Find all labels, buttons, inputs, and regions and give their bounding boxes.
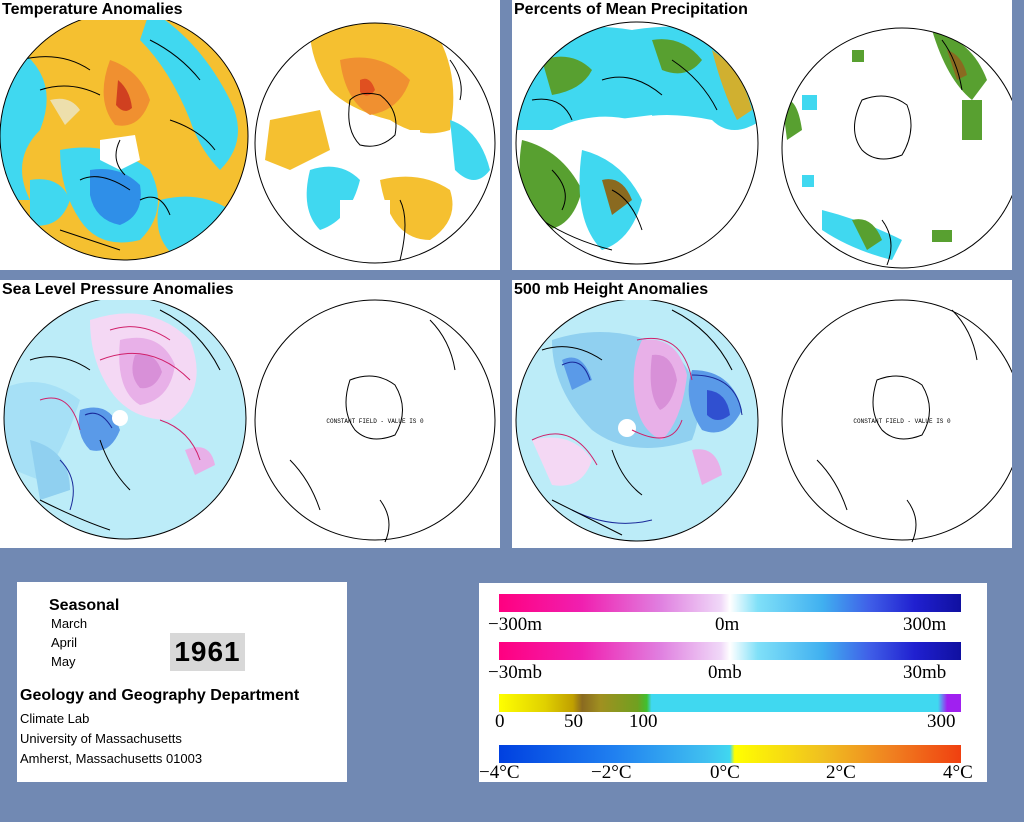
temperature-panel: Temperature Anomalies [0, 0, 500, 270]
precip-label-0: 0 [495, 711, 505, 732]
slp-panel: Sea Level Pressure Anomalies CONSTANT FI… [0, 280, 500, 548]
height500-sh-map: CONSTANT FIELD - VALUE IS 0 [781, 299, 1012, 543]
height500-title: 500 mb Height Anomalies [512, 280, 712, 300]
height-colorbar [499, 594, 961, 612]
height500-panel: 500 mb Height Anomalies CONSTANT FIELD -… [512, 280, 1012, 548]
university-name: University of Massachusetts [20, 731, 182, 746]
precip-label-100: 100 [629, 711, 658, 732]
pressure-label-max: 30mb [903, 662, 947, 683]
slp-title: Sea Level Pressure Anomalies [0, 280, 237, 300]
department-name: Geology and Geography Department [20, 687, 300, 704]
period-label: Seasonal [49, 597, 120, 614]
temp-label-4: 4°C [943, 762, 973, 783]
temperature-title: Temperature Anomalies [0, 0, 186, 20]
precip-label-50: 50 [564, 711, 583, 732]
slp-constant-field-note: CONSTANT FIELD - VALUE IS 0 [326, 418, 424, 425]
month-april: April [51, 635, 78, 650]
pressure-colorbar [499, 642, 961, 660]
precipitation-title: Percents of Mean Precipitation [512, 0, 751, 20]
year-badge: 1961 [170, 633, 245, 671]
height-label-mid: 0m [715, 614, 740, 635]
temperature-nh-map [0, 11, 249, 261]
height500-constant-field-note: CONSTANT FIELD - VALUE IS 0 [853, 418, 951, 425]
temperature-sh-map [254, 22, 496, 264]
pressure-label-min: −30mb [488, 662, 542, 683]
precip-colorbar [499, 694, 961, 712]
precip-label-300: 300 [927, 711, 956, 732]
month-march: March [51, 616, 88, 631]
address: Amherst, Massachusetts 01003 [20, 751, 203, 766]
height-label-min: −300m [488, 614, 542, 635]
temp-label-0: 0°C [710, 762, 740, 783]
temp-colorbar [499, 745, 961, 763]
legend-box: −300m 0m 300m −30mb 0mb 30mb 0 50 100 30… [479, 583, 987, 782]
precipitation-panel: Percents of Mean Precipitation [512, 0, 1012, 270]
month-may: May [51, 654, 76, 669]
info-box: Seasonal March April May 1961 Geology an… [17, 582, 347, 782]
pressure-label-mid: 0mb [708, 662, 742, 683]
slp-sh-map: CONSTANT FIELD - VALUE IS 0 [254, 299, 496, 543]
height500-nh-map [515, 298, 759, 542]
temp-label-2: 2°C [826, 762, 856, 783]
lab-name: Climate Lab [20, 711, 90, 726]
precipitation-sh-map [781, 27, 1012, 269]
temp-label-minus4: −4°C [479, 762, 520, 783]
height-label-max: 300m [903, 614, 947, 635]
precipitation-nh-map [515, 21, 759, 265]
temp-label-minus2: −2°C [591, 762, 632, 783]
slp-nh-map [3, 296, 247, 540]
